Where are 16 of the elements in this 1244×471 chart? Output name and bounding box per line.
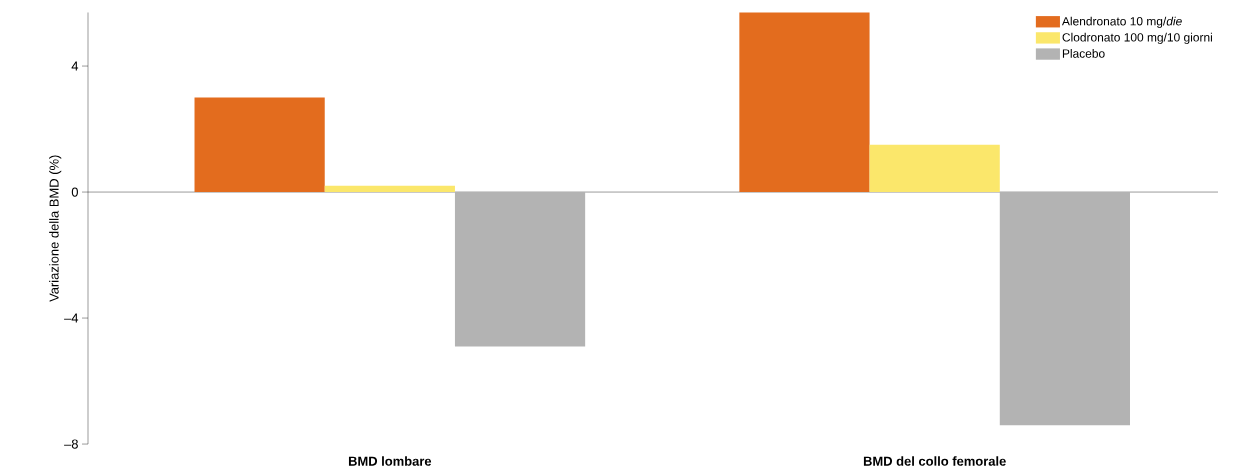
bar <box>869 144 1000 193</box>
x-tick-label: BMD del collo femorale <box>863 456 1006 466</box>
bar <box>194 97 325 193</box>
legend-label: Placebo <box>1062 48 1105 58</box>
y-tick-label: 4 <box>71 61 79 71</box>
legend-label: Clodronato 100 mg/10 giorni <box>1062 32 1212 44</box>
y-tick-label: –4 <box>64 313 79 323</box>
bar <box>739 12 870 193</box>
y-tick-label: 0 <box>71 187 78 197</box>
x-tick-label: BMD lombare <box>348 456 432 466</box>
bar <box>999 192 1130 426</box>
y-axis-title: Variazione della BMD (%) <box>49 155 62 302</box>
legend-label: Alendronato 10 mg/die <box>1061 16 1182 28</box>
y-tick-label: –8 <box>64 439 78 449</box>
bar <box>324 185 455 193</box>
bar <box>454 192 586 347</box>
